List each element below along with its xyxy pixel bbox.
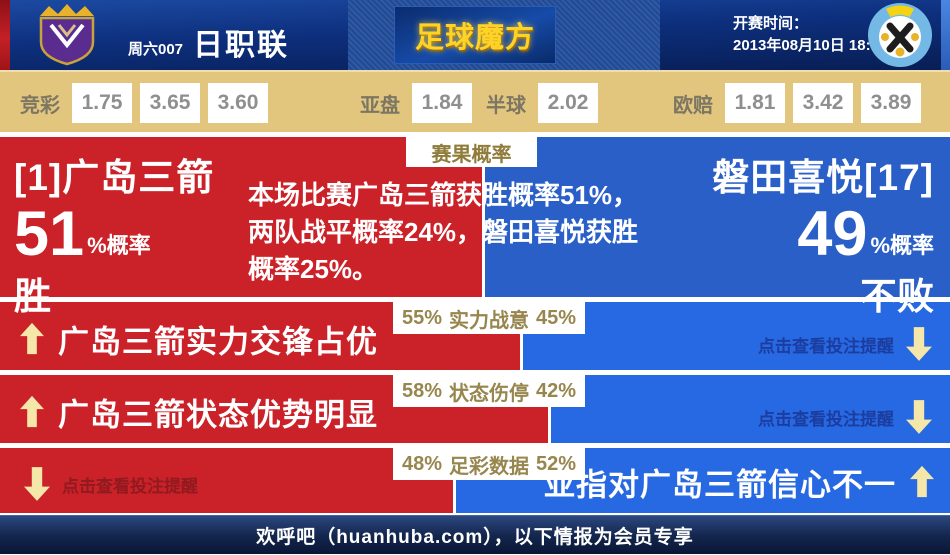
up-arrow-icon xyxy=(20,396,44,428)
match-code: 周六007 xyxy=(128,41,184,58)
away-factor-percent: 52% xyxy=(536,452,577,475)
home-factor-percent: 58% xyxy=(402,379,443,402)
jingcai-draw-odds[interactable]: 3.65 xyxy=(140,83,200,123)
home-percent-value: 51 xyxy=(14,199,85,269)
betting-reminder-text: 点击查看投注提醒 xyxy=(758,336,894,356)
probability-summary: 本场比赛广岛三箭获胜概率51%， 两队战平概率24%，磐田喜悦获胜 概率25%。 xyxy=(248,177,658,288)
home-factor-headline: 广岛三箭实力交锋占优 xyxy=(20,316,378,361)
down-arrow-icon xyxy=(906,400,932,434)
home-probability: 51 %概率 xyxy=(14,203,214,266)
factor-label-form: 58% 状态伤停 42% xyxy=(393,375,586,407)
betting-reminder-link[interactable]: 点击查看投注提醒 xyxy=(758,400,932,434)
away-percent-suffix: %概率 xyxy=(870,233,934,258)
factor-row-strength[interactable]: 55% 实力战意 45% 广岛三箭实力交锋占优 点击查看投注提醒 xyxy=(0,302,950,370)
result-probability-section: 赛果概率 [1]广岛三箭 51 %概率 胜 本场比赛广岛三箭获胜概率51%， 两… xyxy=(0,137,950,317)
factor-row-lottery-data[interactable]: 48% 足彩数据 52% 点击查看投注提醒 亚指对广岛三箭信心不一 xyxy=(0,448,950,513)
yapan-home-odds[interactable]: 1.84 xyxy=(412,83,472,123)
up-arrow-icon xyxy=(20,323,44,355)
factor-name: 实力战意 xyxy=(449,309,530,332)
jingcai-win-odds[interactable]: 1.75 xyxy=(72,83,132,123)
summary-line: 两队战平概率24%，磐田喜悦获胜 xyxy=(248,217,639,247)
result-probability-badge: 赛果概率 xyxy=(406,137,537,167)
league-name: 日职联 xyxy=(193,29,290,62)
match-info: 周六007 日职联 xyxy=(128,20,289,64)
away-factor-percent: 45% xyxy=(536,306,577,329)
factor-label-lottery-data: 48% 足彩数据 52% xyxy=(393,448,586,480)
oupei-win-odds[interactable]: 1.81 xyxy=(725,83,785,123)
factor-row-form[interactable]: 58% 状态伤停 42% 广岛三箭状态优势明显 点击查看投注提醒 xyxy=(0,375,950,443)
oupei-odds-group: 欧赔 1.81 3.42 3.89 xyxy=(673,83,929,123)
jingcai-lose-odds[interactable]: 3.60 xyxy=(208,83,268,123)
down-arrow-icon xyxy=(24,467,50,501)
left-accent-stripe xyxy=(0,0,10,70)
handicap-label: 半球 xyxy=(486,94,526,117)
odds-bar: 竞彩 1.75 3.65 3.60 亚盘 1.84 半球 2.02 欧赔 1.8… xyxy=(0,70,950,132)
summary-line: 本场比赛广岛三箭获胜概率51%， xyxy=(248,180,639,210)
yapan-label: 亚盘 xyxy=(360,94,400,117)
away-factor-percent: 42% xyxy=(536,379,577,402)
home-probability-bar xyxy=(0,137,485,297)
right-accent-stripe xyxy=(941,0,950,70)
sanfrecce-hiroshima-crest-icon xyxy=(28,3,106,72)
footer-text: 欢呼吧（huanhuba.com），以下情报为会员专享 xyxy=(256,526,694,548)
footer: 欢呼吧（huanhuba.com），以下情报为会员专享 xyxy=(0,515,950,554)
home-factor-percent: 48% xyxy=(402,452,443,475)
kickoff-info: 开赛时间： 2013年08月10日 18:00 xyxy=(733,13,887,57)
factor-label-strength: 55% 实力战意 45% xyxy=(393,302,586,334)
betting-reminder-link[interactable]: 点击查看投注提醒 xyxy=(758,327,932,361)
summary-line: 概率25%。 xyxy=(248,254,379,284)
brand-logo-text: 足球魔方 xyxy=(414,22,535,54)
oupei-label: 欧赔 xyxy=(673,94,713,117)
home-outcome-label: 胜 xyxy=(14,276,51,317)
jingcai-label: 竞彩 xyxy=(20,94,60,117)
factor-name: 状态伤停 xyxy=(449,382,530,405)
away-team-name: 磐田喜悦[17] xyxy=(712,157,934,198)
factor-name: 足彩数据 xyxy=(449,455,530,478)
home-factor-headline: 广岛三箭状态优势明显 xyxy=(20,389,378,434)
up-arrow-icon xyxy=(910,466,934,498)
down-arrow-icon xyxy=(906,327,932,361)
away-probability: 49 %概率 xyxy=(712,203,934,266)
oupei-lose-odds[interactable]: 3.89 xyxy=(861,83,921,123)
home-team-block: [1]广岛三箭 51 %概率 胜 xyxy=(14,137,215,317)
oupei-draw-odds[interactable]: 3.42 xyxy=(793,83,853,123)
betting-reminder-link[interactable]: 点击查看投注提醒 xyxy=(24,467,198,501)
yapan-away-odds[interactable]: 2.02 xyxy=(538,83,598,123)
home-factor-headline-text: 广岛三箭实力交锋占优 xyxy=(58,324,378,360)
home-factor-bar xyxy=(0,448,456,513)
away-factor-headline-text: 亚指对广岛三箭信心不一 xyxy=(544,467,896,503)
betting-reminder-text: 点击查看投注提醒 xyxy=(62,476,198,496)
away-percent-value: 49 xyxy=(797,199,868,269)
home-factor-percent: 55% xyxy=(402,306,443,329)
brand-logo[interactable]: 足球魔方 xyxy=(394,6,556,64)
home-team-name: [1]广岛三箭 xyxy=(14,157,215,198)
away-factor-headline: 亚指对广岛三箭信心不一 xyxy=(544,459,934,504)
home-percent-suffix: %概率 xyxy=(87,233,151,258)
match-header: 周六007 日职联 足球魔方 开赛时间： 2013年08月10日 18:00 xyxy=(0,0,950,70)
betting-reminder-text: 点击查看投注提醒 xyxy=(758,409,894,429)
kickoff-datetime: 2013年08月10日 18:00 xyxy=(733,37,888,54)
jubilo-iwata-badge-icon xyxy=(867,2,933,73)
home-factor-headline-text: 广岛三箭状态优势明显 xyxy=(58,397,378,433)
kickoff-label: 开赛时间： xyxy=(733,15,809,32)
away-outcome-label: 不败 xyxy=(860,276,934,317)
brand-panel: 足球魔方 xyxy=(348,0,660,70)
jingcai-odds-group: 竞彩 1.75 3.65 3.60 xyxy=(20,83,276,123)
yapan-odds-group: 亚盘 1.84 半球 2.02 xyxy=(360,83,606,123)
away-team-block: 磐田喜悦[17] 49 %概率 不败 xyxy=(712,137,934,317)
